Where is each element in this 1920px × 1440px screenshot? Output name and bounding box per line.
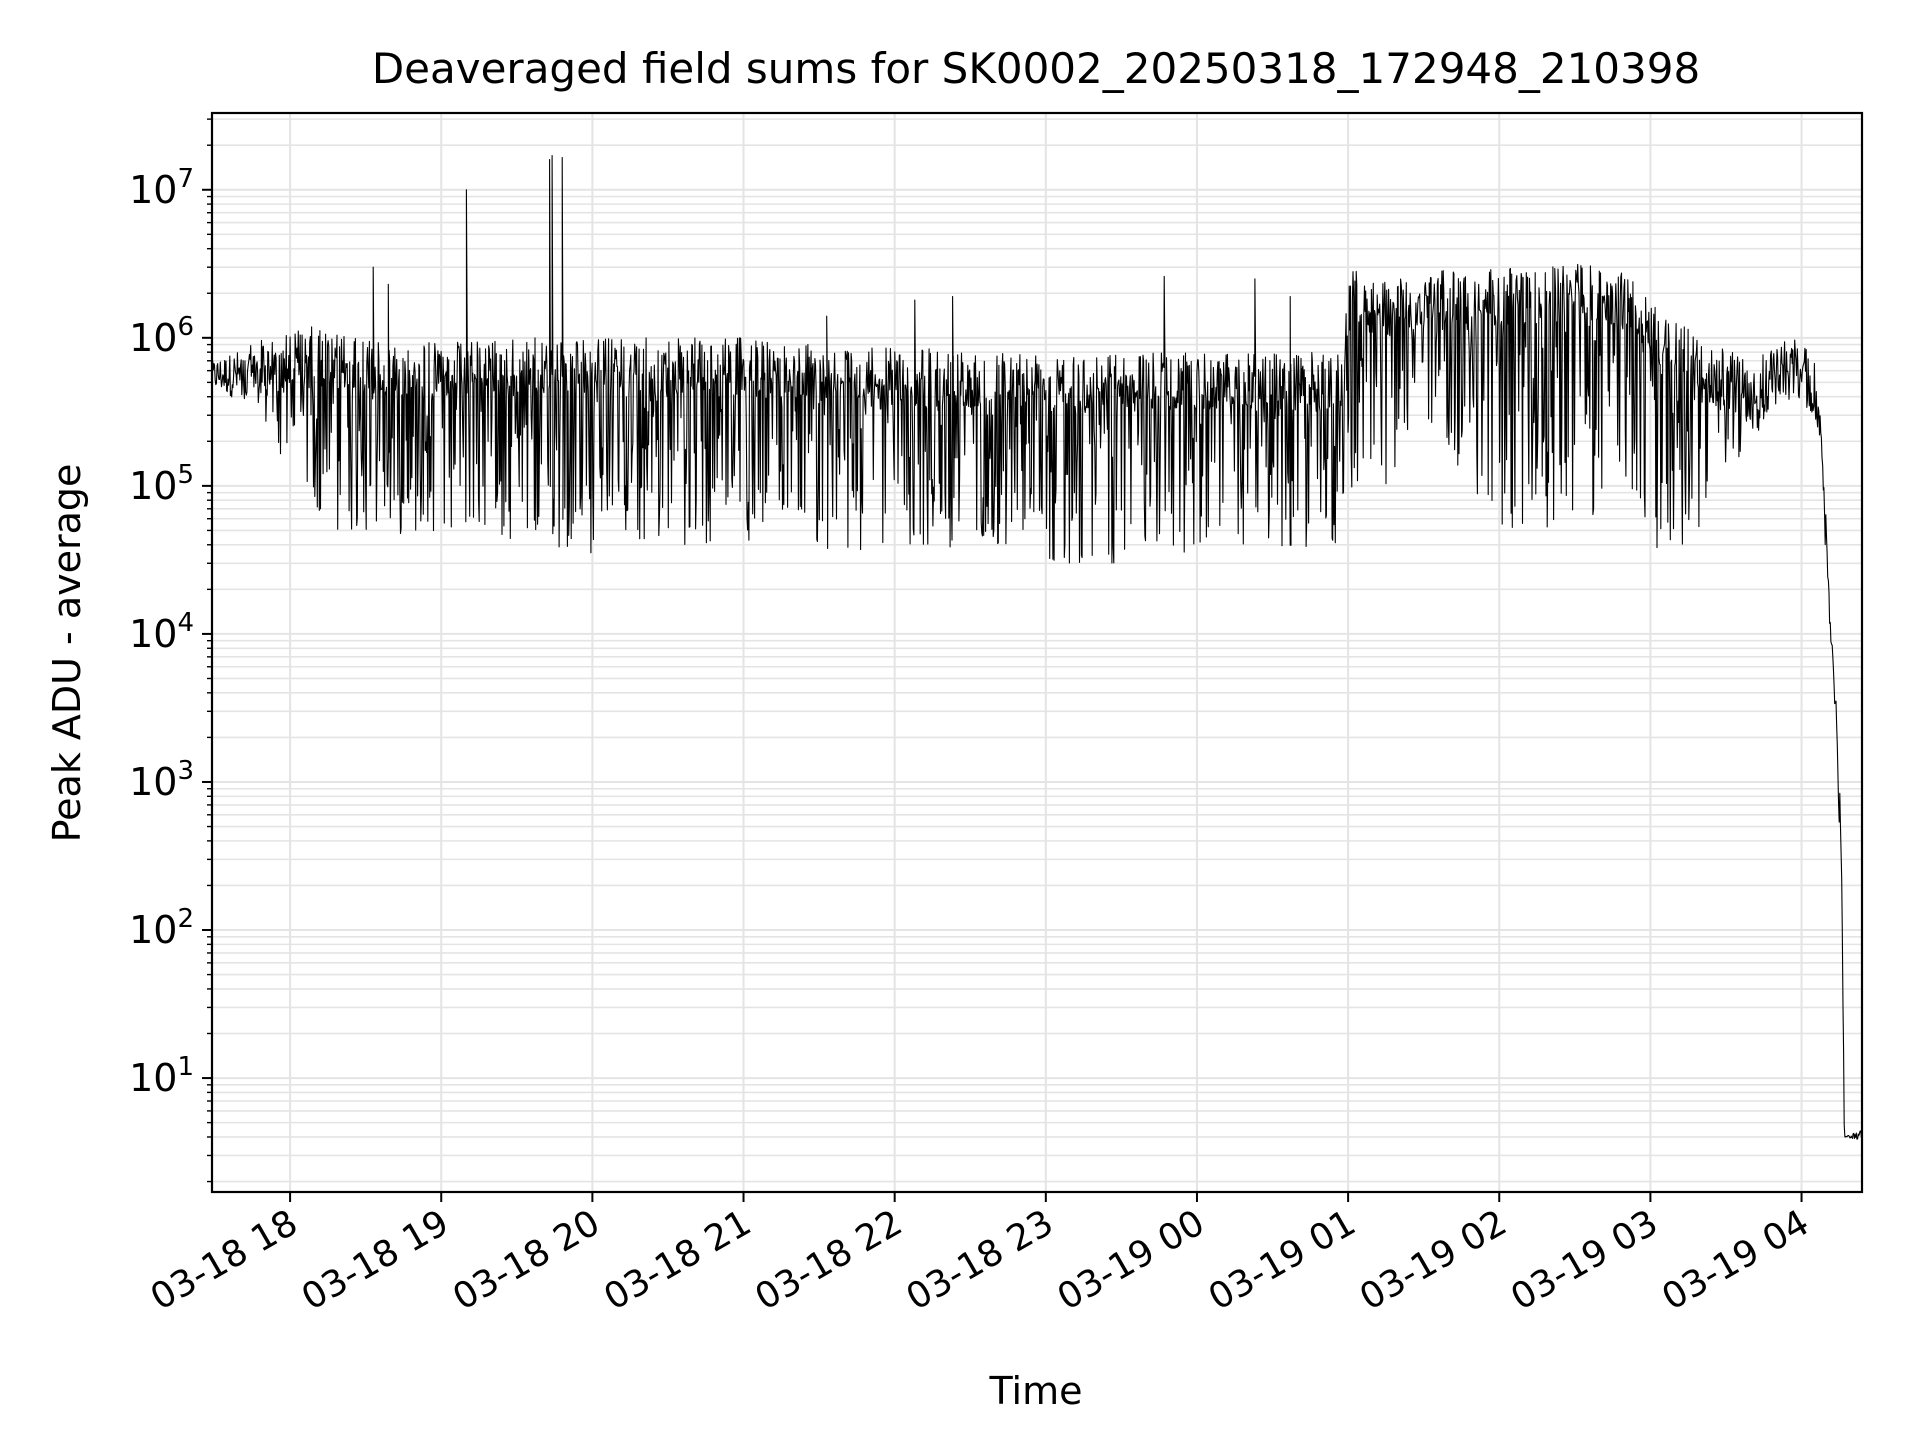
- chart-title: Deaveraged field sums for SK0002_2025031…: [372, 44, 1700, 93]
- x-axis-label: Time: [989, 1369, 1083, 1413]
- series-line: [211, 155, 1863, 1140]
- series-layer: [211, 155, 1863, 1140]
- y-tick-label: 105: [129, 460, 194, 508]
- y-tick-label: 107: [129, 164, 194, 212]
- y-axis-label: Peak ADU - average: [45, 464, 89, 843]
- y-tick-label: 104: [129, 608, 194, 656]
- y-tick-label: 102: [129, 904, 194, 952]
- plot-frame: [210, 111, 1864, 1194]
- y-tick-label: 103: [129, 756, 194, 804]
- grid: [212, 113, 1862, 1192]
- y-tick-label: 106: [129, 312, 194, 360]
- y-tick-label: 101: [129, 1052, 194, 1100]
